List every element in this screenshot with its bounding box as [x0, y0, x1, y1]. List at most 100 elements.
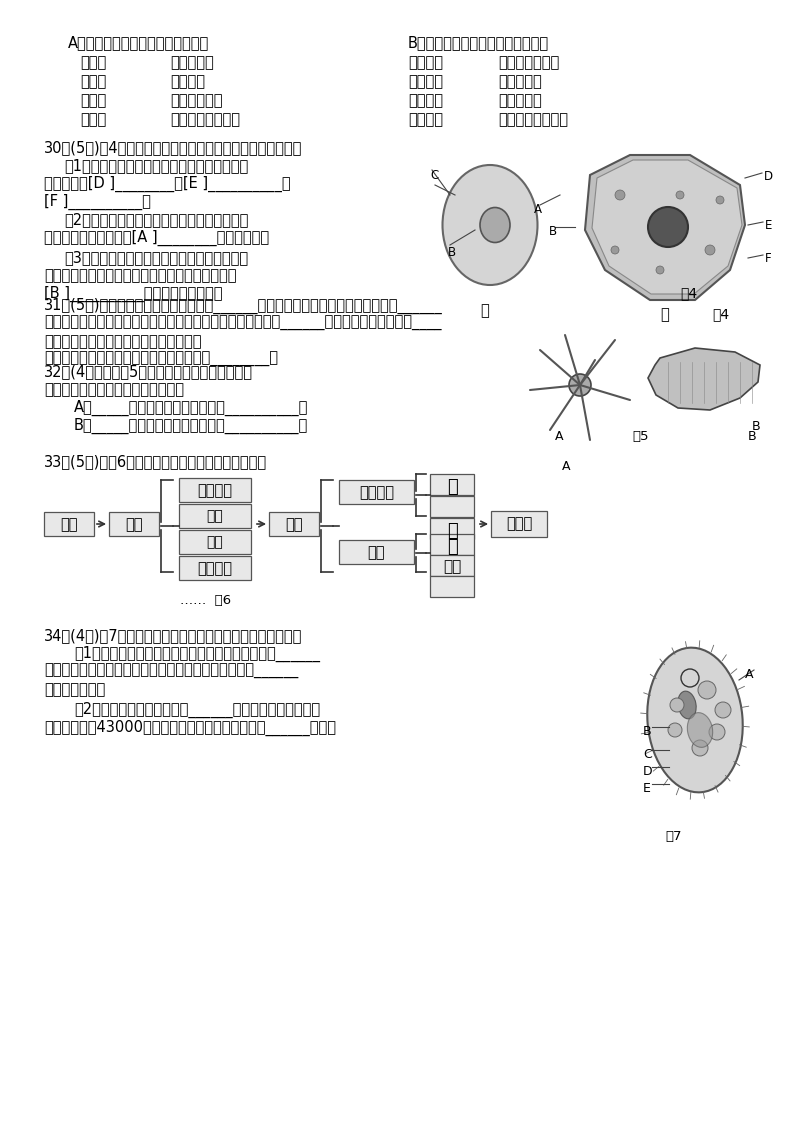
Text: 分生组织: 分生组织: [198, 483, 233, 498]
Text: 细胞不具有[D ]________，[E ]__________，: 细胞不具有[D ]________，[E ]__________，: [44, 175, 290, 192]
Text: A: A: [555, 430, 563, 443]
Polygon shape: [592, 160, 742, 294]
Bar: [430, 576, 474, 597]
Text: 33．(5分)将图6中有关植物体的结构层次填写完整。: 33．(5分)将图6中有关植物体的结构层次填写完整。: [44, 454, 267, 469]
Text: 使光能变成化学能: 使光能变成化学能: [170, 112, 240, 127]
Circle shape: [709, 724, 725, 740]
Circle shape: [705, 245, 715, 255]
Text: A: A: [534, 203, 542, 216]
Bar: [179, 556, 251, 580]
Text: 器官: 器官: [286, 517, 302, 532]
Text: A为_____细胞，参与构成的组织为__________；: A为_____细胞，参与构成的组织为__________；: [74, 400, 308, 417]
Circle shape: [569, 374, 591, 396]
Polygon shape: [585, 155, 745, 300]
Text: 细胞分裂后的新细胞内的遗传物质与原细胞________。: 细胞分裂后的新细胞内的遗传物质与原细胞________。: [44, 352, 278, 367]
Text: B: B: [643, 724, 652, 738]
Text: 图5: 图5: [632, 430, 649, 443]
Text: （2）草履虫结构简单，属于______生物，一只草履虫每天: （2）草履虫结构简单，属于______生物，一只草履虫每天: [74, 702, 320, 718]
Bar: [179, 530, 251, 554]
Circle shape: [715, 702, 731, 718]
Bar: [430, 496, 474, 517]
Text: B．将人体的基本组织与功能连线。: B．将人体的基本组织与功能连线。: [408, 35, 549, 50]
Text: （1）草履虫摄入氧和排出二氧化碳都通过图中标号______: （1）草履虫摄入氧和排出二氧化碳都通过图中标号______: [74, 646, 320, 662]
Text: B: B: [748, 430, 757, 443]
Ellipse shape: [442, 165, 538, 285]
Text: 细胞核: 细胞核: [80, 112, 106, 127]
Text: E: E: [643, 782, 651, 795]
Text: B为_____细胞，参与构成的组织为__________；: B为_____细胞，参与构成的组织为__________；: [74, 418, 308, 435]
Circle shape: [716, 196, 724, 204]
Text: 遗传信息库: 遗传信息库: [170, 55, 214, 70]
Text: 连接、保护和支持: 连接、保护和支持: [498, 112, 568, 127]
Ellipse shape: [480, 207, 510, 242]
Circle shape: [676, 191, 684, 199]
Text: 图4: 图4: [712, 307, 729, 321]
Bar: [44, 512, 94, 535]
Text: 果实: 果实: [443, 559, 461, 574]
Text: 组织: 组织: [206, 509, 223, 523]
Bar: [430, 474, 474, 495]
Text: F: F: [765, 252, 772, 265]
Text: B: B: [448, 246, 456, 259]
Text: 细胞膜: 细胞膜: [80, 55, 106, 70]
Text: 32．(4分）指出图5所示的人体内的二种细胞的名: 32．(4分）指出图5所示的人体内的二种细胞的名: [44, 365, 253, 379]
Text: 器官: 器官: [368, 544, 386, 560]
Text: A: A: [745, 668, 754, 681]
Bar: [491, 511, 547, 537]
Text: D: D: [643, 765, 653, 778]
Text: 细胞: 细胞: [60, 517, 78, 532]
Text: 乙: 乙: [660, 307, 669, 321]
Circle shape: [648, 207, 688, 247]
Circle shape: [670, 698, 684, 712]
Circle shape: [615, 190, 625, 200]
Text: B: B: [549, 225, 557, 238]
Text: 输导组织: 输导组织: [198, 561, 233, 576]
Text: 结构上有较大的差别，你认为它们的差别主要是由: 结构上有较大的差别，你认为它们的差别主要是由: [44, 268, 237, 283]
Text: 营养器官: 营养器官: [359, 484, 394, 500]
Text: 神经组织: 神经组织: [408, 112, 443, 127]
Text: 。这样，一个细胞就分裂成了两个细胞。: 。这样，一个细胞就分裂成了两个细胞。: [44, 334, 202, 349]
Text: E: E: [765, 218, 772, 232]
Text: （1）甲、乙两种细胞在结构上的主要区别是甲: （1）甲、乙两种细胞在结构上的主要区别是甲: [64, 158, 248, 173]
Text: 分成两个，随后细胞质分成两份，最后，在细胞中央形成新的______，植物细胞还形成新的____: 分成两个，随后细胞质分成两份，最后，在细胞中央形成新的______，植物细胞还形…: [44, 316, 442, 331]
Text: 花: 花: [446, 538, 458, 556]
Bar: [269, 512, 319, 535]
Text: 上皮组织: 上皮组织: [408, 55, 443, 70]
Bar: [179, 478, 251, 501]
Polygon shape: [648, 348, 760, 410]
Text: 保护和分泌: 保护和分泌: [498, 74, 542, 89]
Ellipse shape: [678, 692, 696, 719]
Bar: [339, 540, 414, 564]
Text: C: C: [430, 169, 438, 182]
Text: 叶绿体: 叶绿体: [80, 74, 106, 89]
Text: 组织: 组织: [126, 517, 142, 532]
Text: A: A: [562, 460, 570, 473]
Circle shape: [656, 266, 664, 274]
Text: A．将细胞的结构与它的功能连线。: A．将细胞的结构与它的功能连线。: [68, 35, 210, 50]
Ellipse shape: [687, 713, 713, 747]
Text: [B ]__________决定的？（填字母）: [B ]__________决定的？（填字母）: [44, 286, 222, 302]
Text: 图7: 图7: [665, 830, 682, 843]
Text: C: C: [643, 748, 652, 761]
Text: 所示结构完成。: 所示结构完成。: [44, 681, 106, 697]
Bar: [179, 504, 251, 528]
Bar: [339, 480, 414, 504]
Text: 30．(5分)图4为两种不同类型的生物细胞模式，请分析回答：: 30．(5分)图4为两种不同类型的生物细胞模式，请分析回答：: [44, 140, 302, 155]
Text: 组织: 组织: [206, 535, 223, 549]
Text: 34．(4分)图7为草履虫的结构模式图，请据图回答下列问题。: 34．(4分)图7为草履虫的结构模式图，请据图回答下列问题。: [44, 628, 302, 643]
Bar: [109, 512, 159, 535]
Text: （3）从图中可以看出，甲、乙两种细胞在形态: （3）从图中可以看出，甲、乙两种细胞在形态: [64, 250, 248, 265]
Circle shape: [611, 246, 619, 254]
Text: B: B: [752, 420, 761, 434]
Text: 甲: 甲: [480, 303, 489, 318]
Text: ……  图6: …… 图6: [180, 594, 231, 607]
Text: 31．(5分)生物体由小长大，是与细胞的______和分裂分不开的。细胞分裂时，先是______: 31．(5分)生物体由小长大，是与细胞的______和分裂分不开的。细胞分裂时，…: [44, 298, 442, 315]
Bar: [430, 555, 474, 576]
Text: 图4: 图4: [680, 286, 697, 300]
Text: （2）若将细胞乙放在显微镜下观察，一般不容: （2）若将细胞乙放在显微镜下观察，一般不容: [64, 212, 248, 228]
Text: [F ]__________。: [F ]__________。: [44, 194, 151, 211]
Circle shape: [668, 723, 682, 737]
Text: 植物体: 植物体: [506, 516, 532, 531]
Text: D: D: [764, 170, 773, 183]
Bar: [430, 534, 474, 555]
